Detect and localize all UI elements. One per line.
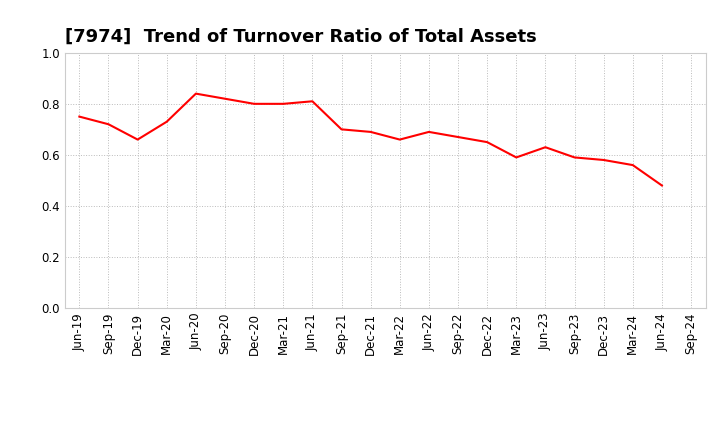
Text: [7974]  Trend of Turnover Ratio of Total Assets: [7974] Trend of Turnover Ratio of Total …	[65, 28, 536, 46]
